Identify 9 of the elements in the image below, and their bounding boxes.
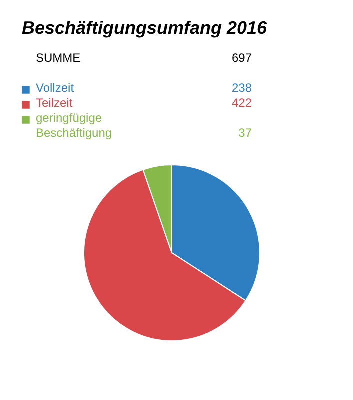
data-label: 37 — [238, 126, 252, 140]
data-label: 422 — [232, 96, 252, 110]
legend-label: Teilzeit — [36, 96, 74, 110]
legend-label: geringfügige Beschäftigung — [36, 111, 112, 140]
legend-label: Vollzeit — [36, 81, 75, 95]
text: 697 — [232, 51, 252, 65]
data-label: 238 — [232, 81, 252, 95]
chart-title: Beschäftigungsumfang 2016 — [22, 18, 268, 38]
text: SUMME — [36, 51, 81, 65]
